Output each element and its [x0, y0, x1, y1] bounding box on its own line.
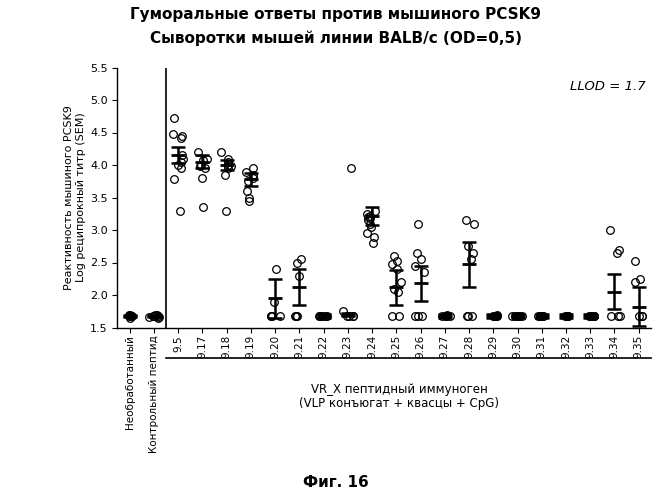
- Text: Гуморальные ответы против мышиного PCSK9: Гуморальные ответы против мышиного PCSK9: [130, 8, 541, 22]
- Text: Фиг. 16: Фиг. 16: [303, 475, 368, 490]
- Text: VR_X пептидный иммуноген
(VLP конъюгат + квасцы + CpG): VR_X пептидный иммуноген (VLP конъюгат +…: [299, 382, 499, 410]
- Text: LLOD = 1.7: LLOD = 1.7: [570, 80, 646, 94]
- Y-axis label: Реактивность мышиного PCSK9
Log реципрокный титр (SEM): Реактивность мышиного PCSK9 Log реципрок…: [64, 105, 86, 290]
- Text: Сыворотки мышей линии BALB/c (OD=0,5): Сыворотки мышей линии BALB/c (OD=0,5): [150, 30, 521, 46]
